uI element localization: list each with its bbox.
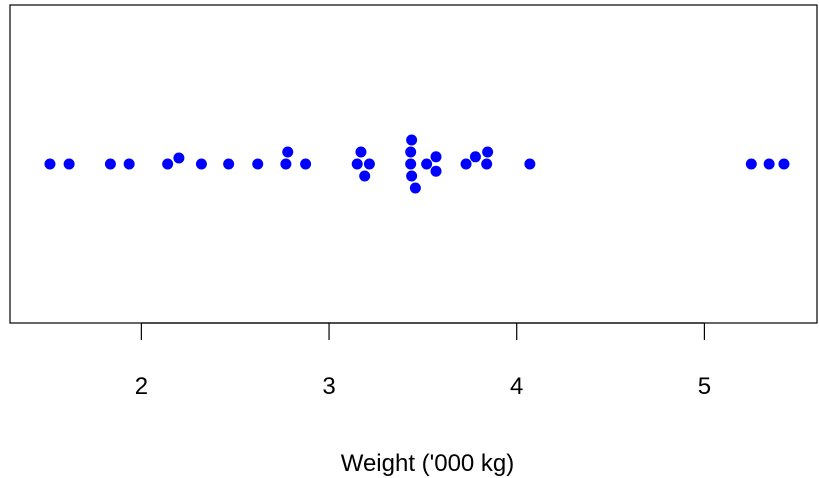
data-point-1-17 <box>405 158 417 170</box>
data-point-1-32 <box>778 158 790 170</box>
data-point-1-10 <box>280 158 292 170</box>
data-point-1-12 <box>300 158 312 170</box>
data-point-1-23 <box>430 151 442 163</box>
data-point-1-5 <box>162 158 174 170</box>
data-point-1-2 <box>63 158 75 170</box>
data-point-1-31 <box>763 158 775 170</box>
data-point-1-21 <box>409 182 421 194</box>
x-tick-label-3: 3 <box>322 373 335 400</box>
data-point-1-29 <box>524 158 536 170</box>
x-tick-label-4: 4 <box>510 373 523 400</box>
data-point-1-28 <box>482 146 494 158</box>
data-point-1-9 <box>252 158 264 170</box>
x-tick-label-2: 2 <box>135 373 148 400</box>
data-point-1-24 <box>430 165 442 177</box>
x-tick-label-5: 5 <box>698 373 711 400</box>
data-point-1-30 <box>745 158 757 170</box>
data-point-1-19 <box>406 134 418 146</box>
data-point-1-20 <box>406 170 418 182</box>
data-point-1-13 <box>351 158 363 170</box>
data-point-1-8 <box>223 158 235 170</box>
data-point-1-1 <box>44 158 56 170</box>
data-point-1-27 <box>481 158 493 170</box>
data-point-1-15 <box>359 170 371 182</box>
data-point-1-26 <box>469 151 481 163</box>
data-point-1-11 <box>282 146 294 158</box>
x-axis: 2 3 4 5 <box>135 322 711 400</box>
data-point-1-22 <box>421 158 433 170</box>
data-point-1-16 <box>363 158 375 170</box>
x-axis-title: Weight ('000 kg) <box>341 450 515 477</box>
data-point-1-4 <box>123 158 135 170</box>
data-point-1-18 <box>405 146 417 158</box>
data-point-1-6 <box>173 152 185 164</box>
data-point-1-7 <box>195 158 207 170</box>
data-point-1-3 <box>104 158 116 170</box>
data-point-1-25 <box>460 158 472 170</box>
data-points <box>44 134 790 194</box>
data-point-1-14 <box>355 146 367 158</box>
